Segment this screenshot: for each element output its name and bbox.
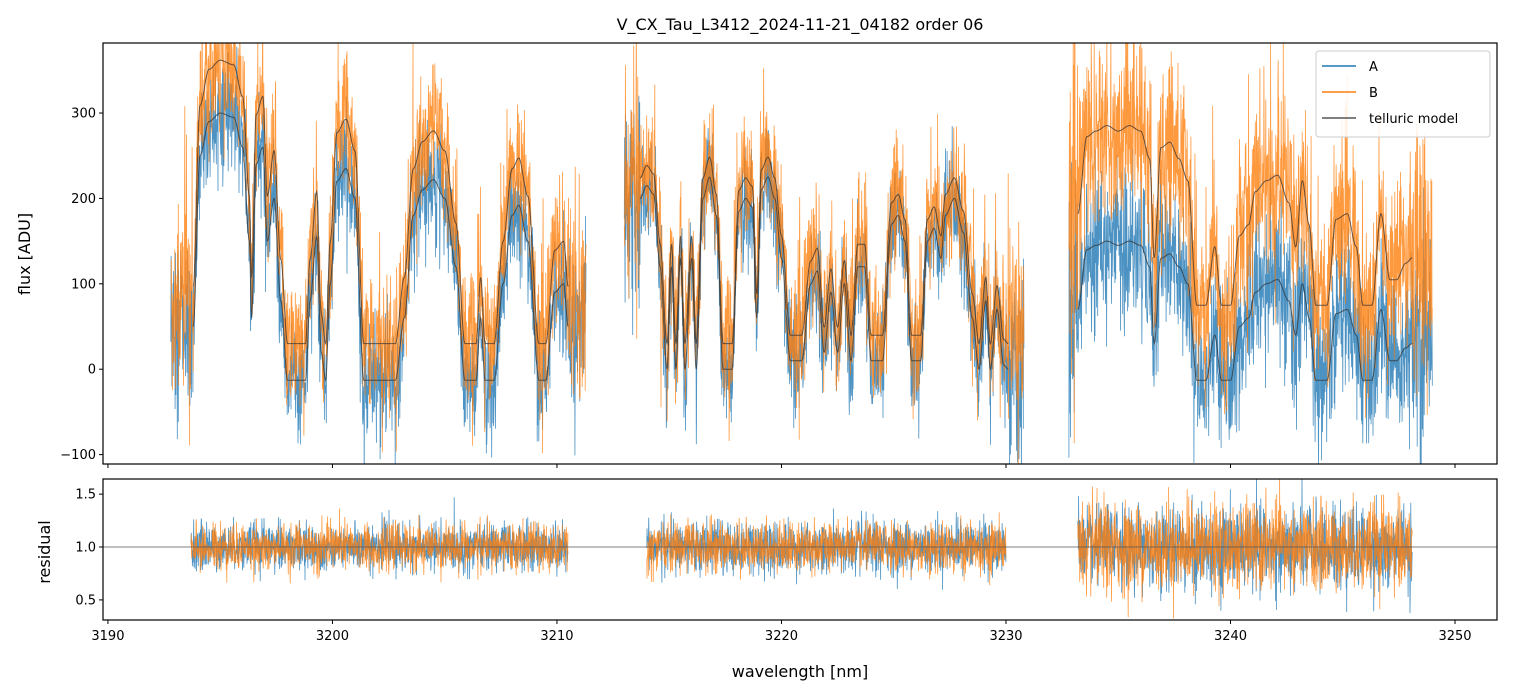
telluric-model-b-segment-3 <box>1077 125 1413 306</box>
telluric-model-b-segment-2 <box>639 156 1009 346</box>
legend-label-model: telluric model <box>1369 112 1458 127</box>
telluric-model-a-segment-2 <box>639 176 1009 371</box>
top-panel: −100 0 100 200 300 flux [ADU] <box>15 42 1498 468</box>
x-tick-label: 3230 <box>989 629 1022 644</box>
top-y-axis-label: flux [ADU] <box>15 213 34 295</box>
residual-y-tick-label: 1.0 <box>75 541 96 556</box>
telluric-model-a-segment-3 <box>1077 240 1413 381</box>
residual-y-tick-label: 0.5 <box>75 593 96 608</box>
series-b-residual-segment-2 <box>646 512 1007 586</box>
x-tick-label: 3200 <box>316 629 349 644</box>
series-b-residual-segment-3 <box>1077 479 1413 619</box>
legend: A B telluric model <box>1315 50 1491 138</box>
x-tick-label: 3240 <box>1214 629 1247 644</box>
residual-y-tick-label: 1.5 <box>75 488 96 503</box>
bottom-y-axis-label: residual <box>35 520 54 583</box>
series-b-flux-segment-3 <box>1068 43 1433 444</box>
series-b-residual-segment-1 <box>190 508 569 584</box>
x-tick-label: 3250 <box>1438 629 1471 644</box>
x-tick-label: 3210 <box>540 629 573 644</box>
top-axes-frame <box>102 42 1498 465</box>
telluric-model-b-segment-1 <box>192 59 569 346</box>
y-tick-label: 100 <box>71 277 96 292</box>
y-tick-label: 0 <box>88 363 96 378</box>
bottom-panel: 0.5 1.0 1.5 3190 3200 3210 3220 3230 3240 3250 r… <box>35 478 1498 681</box>
y-tick-label: 300 <box>71 107 96 122</box>
bottom-axes-frame <box>102 478 1498 621</box>
series-a-flux-segment-1 <box>170 46 587 464</box>
y-tick-label: −100 <box>60 448 96 463</box>
x-axis-label: wavelength [nm] <box>732 662 869 681</box>
legend-label-a: A <box>1369 60 1378 75</box>
telluric-model-a-segment-1 <box>192 112 569 382</box>
x-tick-label: 3220 <box>765 629 798 644</box>
y-tick-label: 200 <box>71 192 96 207</box>
series-b-flux-segment-1 <box>170 43 587 454</box>
x-tick-label: 3190 <box>91 629 124 644</box>
chart-title: V_CX_Tau_L3412_2024-11-21_04182 order 06 <box>617 15 984 35</box>
legend-label-b: B <box>1369 86 1378 101</box>
